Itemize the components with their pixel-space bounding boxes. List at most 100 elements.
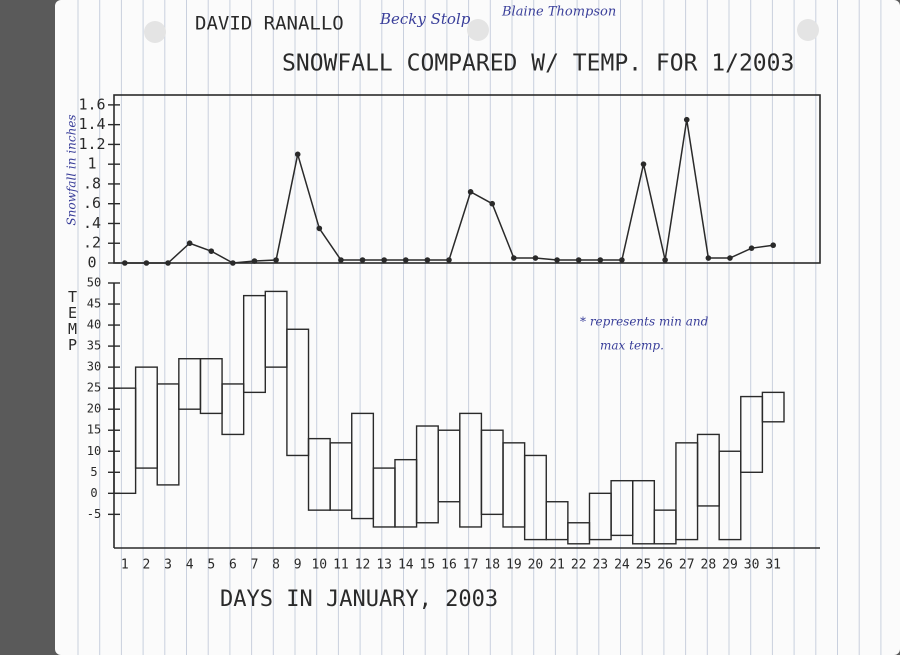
snowfall-point xyxy=(122,260,128,266)
x-tick-label: 25 xyxy=(636,558,652,573)
x-tick-label: 8 xyxy=(272,558,280,573)
snowfall-point xyxy=(640,161,647,167)
x-tick-label: 26 xyxy=(657,558,673,573)
y-tick-label: 50 xyxy=(87,276,101,290)
snowfall-point xyxy=(359,257,366,263)
x-tick-label: 21 xyxy=(549,558,565,573)
y-tick-label: 25 xyxy=(87,381,101,395)
temp-range-bar xyxy=(740,395,764,473)
punch-hole xyxy=(467,19,489,41)
snowfall-point xyxy=(683,116,690,123)
snowfall-point xyxy=(316,225,323,232)
x-tick-label: 17 xyxy=(463,558,479,573)
snowfall-point xyxy=(273,257,279,263)
y-tick-label: 35 xyxy=(87,339,101,353)
temp-range-bar xyxy=(351,412,375,520)
snowfall-point xyxy=(381,257,387,263)
x-tick-label: 16 xyxy=(441,558,457,573)
y-tick-label: 30 xyxy=(87,360,101,374)
y-tick-label: 1.6 xyxy=(78,95,105,113)
y-tick-label: .6 xyxy=(83,194,101,212)
x-tick-label: 29 xyxy=(722,558,738,573)
x-tick-label: 13 xyxy=(376,558,392,573)
x-tick-label: 2 xyxy=(143,558,151,573)
x-tick-label: 23 xyxy=(592,558,608,573)
snowfall-point xyxy=(489,200,496,207)
snowfall-point xyxy=(402,257,409,263)
y-tick-label: 20 xyxy=(87,402,101,416)
x-tick-label: 3 xyxy=(164,558,172,573)
y-tick-label: .8 xyxy=(83,174,101,192)
temp-range-bar xyxy=(156,383,180,486)
snowfall-point xyxy=(770,242,776,249)
x-tick-label: 19 xyxy=(506,558,522,573)
snowfall-point xyxy=(662,257,668,263)
snowfall-point xyxy=(446,257,452,263)
snowfall-point xyxy=(597,257,604,263)
punch-hole xyxy=(797,19,819,41)
temp-range-bar xyxy=(523,454,547,541)
temp-range-bar xyxy=(761,391,785,423)
snowfall-point xyxy=(705,255,712,261)
author: DAVID RANALLO xyxy=(195,13,344,35)
y-tick-label: 1 xyxy=(87,155,96,173)
temp-range-bar xyxy=(718,450,742,541)
x-axis-title: DAYS IN JANUARY, 2003 xyxy=(220,587,498,612)
x-tick-label: 27 xyxy=(679,558,695,573)
y-tick-label: 10 xyxy=(87,444,101,458)
y-tick-label: 45 xyxy=(87,297,101,311)
y-tick-label: .4 xyxy=(83,214,101,232)
x-tick-label: 22 xyxy=(571,558,587,573)
paper xyxy=(55,0,900,655)
x-tick-label: 10 xyxy=(311,558,327,573)
x-tick-label: 15 xyxy=(420,558,436,573)
temp-range-bar xyxy=(221,383,245,436)
y-tick-label: 1.2 xyxy=(78,135,105,153)
temp-range-bar xyxy=(286,328,310,457)
snowfall-point xyxy=(511,255,517,261)
x-tick-label: 6 xyxy=(229,558,237,573)
snowfall-point xyxy=(208,248,215,254)
snowfall-point xyxy=(251,258,258,264)
snowfall-point xyxy=(532,255,539,261)
y-axis-title: TEMP xyxy=(64,288,82,352)
annotation: * represents min and xyxy=(580,315,709,329)
snowfall-point xyxy=(575,257,582,263)
snowfall-point xyxy=(424,257,431,263)
chart-title: SNOWFALL COMPARED W/ TEMP. FOR 1/2003 xyxy=(282,51,794,77)
snowfall-point xyxy=(294,151,301,158)
snowfall-point xyxy=(554,257,560,263)
author: Becky Stolp xyxy=(379,10,471,28)
y-tick-label: 0 xyxy=(87,254,96,272)
snowfall-point xyxy=(467,189,474,195)
snowfall-point xyxy=(165,260,171,266)
annotation: max temp. xyxy=(600,339,664,353)
y-tick-label: 0 xyxy=(90,486,97,500)
x-tick-label: 20 xyxy=(528,558,544,573)
x-tick-label: 12 xyxy=(355,558,371,573)
paper-rules xyxy=(77,0,882,655)
x-tick-label: 1 xyxy=(121,558,129,573)
x-tick-label: 31 xyxy=(765,558,781,573)
snowfall-point xyxy=(186,240,193,247)
snowfall-point xyxy=(727,255,733,261)
x-tick-label: 11 xyxy=(333,558,349,573)
x-tick-label: 14 xyxy=(398,558,414,573)
x-tick-label: 30 xyxy=(744,558,760,573)
y-axis-title: Snowfall in inches xyxy=(65,114,79,225)
y-tick-label: 1.4 xyxy=(78,115,105,133)
author: Blaine Thompson xyxy=(501,5,616,20)
snowfall-point xyxy=(338,257,344,263)
x-tick-label: 4 xyxy=(186,558,194,573)
x-tick-label: 18 xyxy=(484,558,500,573)
x-tick-label: 5 xyxy=(207,558,215,573)
snowfall-point xyxy=(748,245,755,251)
snowfall-point xyxy=(230,260,236,266)
snowfall-point xyxy=(143,260,150,266)
y-tick-label: 15 xyxy=(87,423,101,437)
y-tick-label: 5 xyxy=(90,465,97,479)
y-tick-label: .2 xyxy=(83,234,101,252)
x-tick-label: 28 xyxy=(701,558,717,573)
snowfall-point xyxy=(619,257,625,263)
